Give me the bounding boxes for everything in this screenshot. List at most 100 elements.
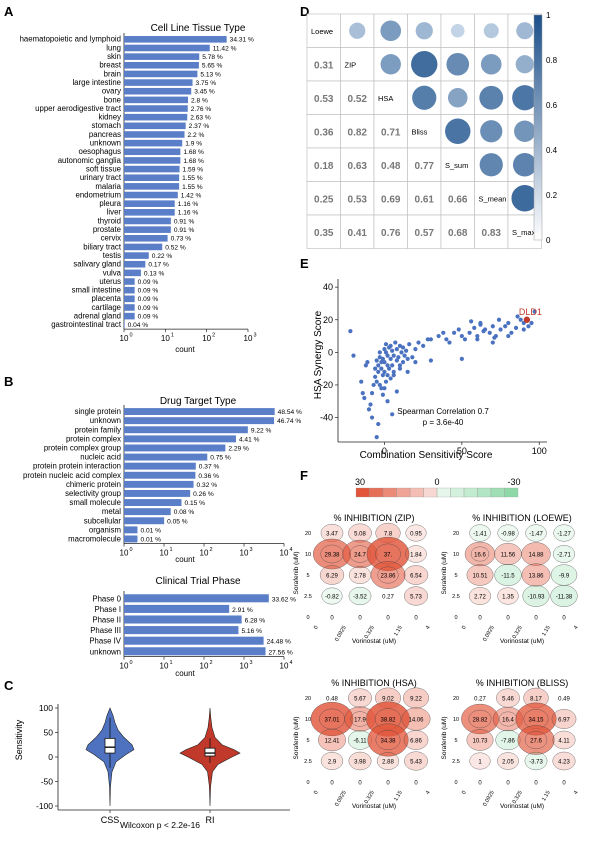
- scatter-point: [518, 317, 523, 322]
- scatter-point: [351, 353, 356, 358]
- bar-1: [124, 44, 210, 52]
- colorbar-tick: -30: [507, 477, 520, 487]
- category-label: skin: [107, 52, 121, 61]
- cell-value: -3.52: [353, 595, 367, 601]
- correlation-value: 0.69: [381, 194, 401, 205]
- contour-xlabel: Vorinostat (uM): [500, 638, 544, 645]
- scatter-point: [498, 327, 503, 332]
- scatter-point: [379, 360, 384, 365]
- y-tick-label: 20: [305, 531, 311, 537]
- scatter-point: [365, 360, 370, 365]
- scatter-point: [377, 382, 382, 388]
- cell-value: 0.48: [326, 697, 338, 703]
- cell-value: 0: [358, 616, 362, 622]
- scatter-point: [407, 342, 412, 347]
- contour-blob: [553, 545, 575, 563]
- contour-blob: [497, 752, 519, 770]
- category-label: cervix: [101, 234, 121, 243]
- variable-label: S_sum: [445, 161, 468, 170]
- colorbar-swatch: [450, 487, 465, 498]
- contour-blob: [405, 545, 427, 563]
- cell-value: 0: [478, 781, 482, 787]
- scatter-point: [376, 421, 381, 427]
- grid-cell: [340, 214, 375, 249]
- contour-blob: [553, 524, 575, 542]
- grid-cell: [373, 80, 408, 115]
- correlation-circle: [515, 55, 534, 74]
- data-label: 2.2 %: [187, 132, 204, 139]
- contour-blob: [403, 730, 429, 750]
- contour-blob: [367, 723, 409, 757]
- category-label: endometrium: [75, 190, 121, 199]
- panel-e-annotation-2: p = 3.6e-40: [423, 418, 464, 427]
- contour-blob: [521, 542, 551, 566]
- contour-blob: [403, 687, 429, 709]
- x-tick-exponent: 2: [210, 547, 213, 553]
- colorbar-tick: 30: [355, 477, 365, 487]
- scatter-point: [382, 386, 387, 391]
- bar-3: [124, 61, 199, 69]
- bar-16: [124, 174, 180, 182]
- category-label: gastrointestinal tract: [51, 320, 122, 329]
- contour-blob: [550, 585, 578, 607]
- colorbar-tick: 0: [434, 477, 439, 487]
- category-label: prostate: [93, 225, 121, 234]
- x-tick-exponent: 2: [212, 333, 215, 339]
- contour-blob: [466, 564, 494, 586]
- category-label: Phase IV: [89, 637, 121, 646]
- category-label: salivary gland: [73, 260, 121, 269]
- contour-panel-title: % INHIBITION (BLISS): [476, 678, 569, 688]
- data-label: 0.22 %: [152, 253, 173, 260]
- cell-value: 0: [562, 616, 566, 622]
- bar-11: [124, 131, 185, 138]
- panel-letter-c: C: [4, 678, 14, 693]
- data-label: 5.13 %: [200, 71, 221, 78]
- scatter-point: [532, 309, 537, 314]
- data-label: 0.37 %: [199, 464, 220, 471]
- panel-letter-d: D: [300, 4, 309, 19]
- x-tick-label: 10: [280, 662, 289, 671]
- iqr-box: [204, 747, 216, 757]
- cell-value: 6.29: [326, 574, 338, 580]
- contour-blob: [310, 701, 354, 737]
- cell-value: 0: [414, 616, 418, 622]
- correlation-circle: [480, 120, 503, 143]
- category-label: thyroid: [98, 216, 121, 225]
- scatter-point: [386, 366, 392, 371]
- x-tick-label: 100: [532, 446, 547, 456]
- contour-blob: [321, 587, 343, 605]
- correlation-value: 0.31: [314, 60, 334, 71]
- scatter-point: [472, 325, 477, 330]
- y-tick-label: 10: [305, 717, 311, 723]
- scatter-point: [382, 369, 387, 375]
- colorbar-tick: 1: [546, 11, 551, 20]
- y-tick-label: 20: [453, 696, 459, 702]
- scatter-point: [391, 369, 396, 375]
- y-tick-label: 10: [453, 552, 459, 558]
- bar-0: [124, 408, 275, 416]
- x-tick-label: 10: [160, 549, 169, 558]
- panel-f-contour-grid: 30 0 -30 % INHIBITION (ZIP) 3.47 5.08 7.8 0.95 2…: [293, 477, 580, 810]
- scatter-point: [380, 356, 385, 361]
- scatter-point: [390, 363, 395, 368]
- data-label: 4.41 %: [239, 436, 260, 443]
- cell-value: 37.01: [324, 718, 340, 724]
- contour-blob: [552, 730, 576, 750]
- cell-value: 1: [478, 760, 482, 766]
- cell-value: 7.8: [384, 532, 393, 538]
- correlation-value: 0.82: [348, 127, 368, 138]
- scatter-point: [421, 343, 426, 348]
- x-tick-label: 0.0925: [482, 625, 496, 643]
- y-tick-label: -100: [36, 801, 53, 811]
- scatter-point: [376, 369, 381, 375]
- bar-31: [124, 304, 135, 311]
- correlation-value: 0.25: [314, 194, 334, 205]
- y-tick-label: 0: [306, 780, 309, 786]
- cell-value: -1.47: [529, 532, 543, 538]
- bar-32: [124, 312, 135, 320]
- colorbar-swatch: [490, 487, 505, 498]
- bar-26: [124, 260, 146, 268]
- correlation-value: 0.18: [314, 161, 334, 172]
- data-label: 2.29 %: [228, 445, 249, 452]
- cell-value: 1.84: [410, 553, 422, 559]
